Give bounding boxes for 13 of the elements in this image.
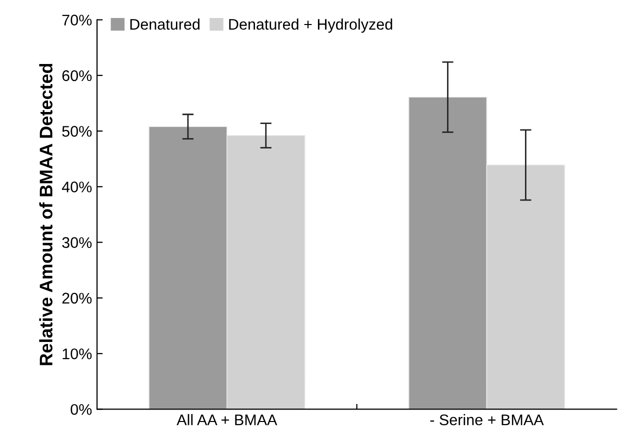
x-tick-label: All AA + BMAA <box>176 414 278 426</box>
y-tick-label: 50% <box>62 126 92 137</box>
legend-label: Denatured <box>130 18 200 30</box>
y-tick-label: 10% <box>62 348 92 360</box>
legend-label: Denatured + Hydrolyzed <box>229 18 392 33</box>
y-tick-label: 70% <box>62 14 92 26</box>
y-tick-label: 30% <box>62 237 92 248</box>
y-tick-label: 0% <box>70 404 92 415</box>
x-tick-label: - Serine + BMAA <box>430 414 544 426</box>
y-tick-label: 40% <box>62 182 92 192</box>
y-tick-label: 60% <box>62 70 92 82</box>
y-axis-title: Relative Amount of BMAA Detected <box>39 64 52 366</box>
y-tick-label: 20% <box>62 292 92 304</box>
